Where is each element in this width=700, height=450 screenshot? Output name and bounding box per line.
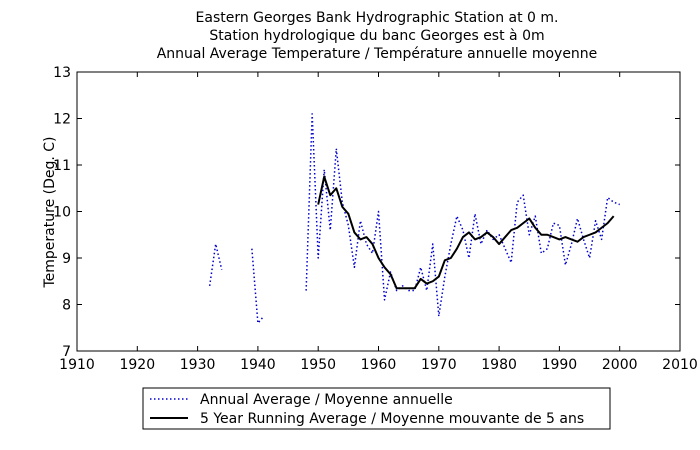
chart-title-line-2: Station hydrologique du banc Georges est… xyxy=(209,28,544,44)
x-tick-label: 1910 xyxy=(59,357,95,373)
legend-box xyxy=(142,387,611,430)
legend: Annual Average / Moyenne annuelle 5 Year… xyxy=(142,387,611,430)
x-tick-label: 2010 xyxy=(662,357,698,373)
chart-title-line-1: Eastern Georges Bank Hydrographic Statio… xyxy=(196,10,559,26)
series-annual-average-line xyxy=(251,248,265,324)
y-tick-label: 10 xyxy=(53,205,71,221)
series-layer xyxy=(208,113,620,324)
x-tick-label: 1940 xyxy=(240,357,276,373)
y-tick-label: 11 xyxy=(53,158,71,174)
y-tick-label: 12 xyxy=(53,112,71,128)
x-tick-label: 1990 xyxy=(542,357,578,373)
series-running-average-line xyxy=(317,175,615,290)
y-tick-label: 8 xyxy=(62,298,71,314)
x-tick-label: 1980 xyxy=(481,357,517,373)
axis-ticks: 1910 1920 1930 1940 1950 1960 1970 1980 1990 2000… xyxy=(53,65,698,373)
series-annual-average-line xyxy=(305,113,620,317)
x-tick-label: 1970 xyxy=(421,357,457,373)
y-tick-label: 7 xyxy=(62,344,71,360)
series-annual-average-line xyxy=(208,243,223,287)
x-tick-label: 1960 xyxy=(361,357,397,373)
x-tick-label: 1920 xyxy=(119,357,155,373)
y-tick-label: 13 xyxy=(53,65,71,81)
x-tick-label: 2000 xyxy=(602,357,638,373)
legend-label-annual: Annual Average / Moyenne annuelle xyxy=(200,392,453,408)
legend-label-running: 5 Year Running Average / Moyenne mouvant… xyxy=(200,411,584,427)
y-tick-label: 9 xyxy=(62,251,71,267)
x-tick-label: 1950 xyxy=(300,357,336,373)
chart-title-line-3: Annual Average Temperature / Température… xyxy=(157,46,598,62)
x-tick-label: 1930 xyxy=(180,357,216,373)
y-axis-label: Temperature (Deg. C) xyxy=(42,136,58,288)
